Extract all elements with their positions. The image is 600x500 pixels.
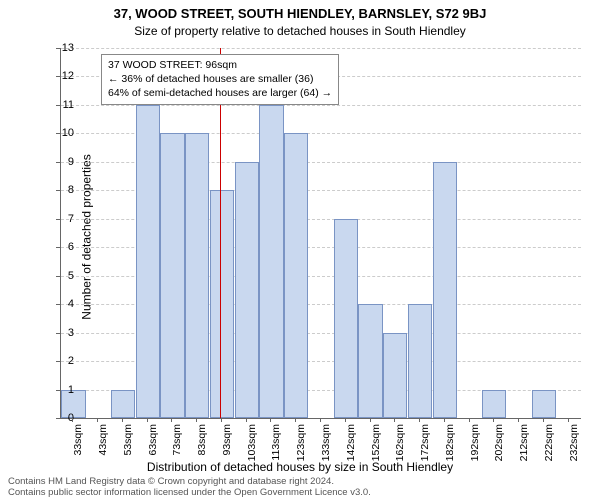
bar: [482, 390, 506, 418]
y-tick-mark: [56, 361, 60, 362]
y-tick-mark: [56, 190, 60, 191]
x-tick-label: 192sqm: [469, 424, 481, 474]
x-tick-label: 162sqm: [394, 424, 406, 474]
y-tick-mark: [56, 48, 60, 49]
info-line-1: 37 WOOD STREET: 96sqm: [108, 58, 332, 72]
x-tick-mark: [444, 418, 445, 422]
x-tick-label: 152sqm: [370, 424, 382, 474]
x-tick-label: 123sqm: [295, 424, 307, 474]
info-box: 37 WOOD STREET: 96sqm ← 36% of detached …: [101, 54, 339, 105]
x-tick-mark: [419, 418, 420, 422]
x-tick-label: 212sqm: [518, 424, 530, 474]
x-tick-label: 43sqm: [97, 424, 109, 474]
x-tick-label: 83sqm: [196, 424, 208, 474]
chart-plot-area: 37 WOOD STREET: 96sqm ← 36% of detached …: [60, 48, 581, 419]
bar: [160, 133, 184, 418]
x-tick-mark: [345, 418, 346, 422]
x-tick-mark: [246, 418, 247, 422]
x-tick-mark: [543, 418, 544, 422]
x-tick-mark: [568, 418, 569, 422]
bar: [235, 162, 259, 418]
y-tick-mark: [56, 418, 60, 419]
x-tick-mark: [196, 418, 197, 422]
title-main: 37, WOOD STREET, SOUTH HIENDLEY, BARNSLE…: [0, 6, 600, 21]
x-tick-label: 202sqm: [493, 424, 505, 474]
x-tick-label: 53sqm: [122, 424, 134, 474]
x-tick-label: 172sqm: [419, 424, 431, 474]
bar: [358, 304, 382, 418]
x-tick-label: 133sqm: [320, 424, 332, 474]
x-tick-mark: [122, 418, 123, 422]
x-tick-mark: [295, 418, 296, 422]
x-tick-label: 232sqm: [568, 424, 580, 474]
x-tick-label: 182sqm: [444, 424, 456, 474]
y-tick-mark: [56, 390, 60, 391]
x-tick-mark: [72, 418, 73, 422]
bar: [259, 105, 283, 418]
x-tick-mark: [370, 418, 371, 422]
y-tick-mark: [56, 276, 60, 277]
bar: [408, 304, 432, 418]
x-tick-label: 33sqm: [72, 424, 84, 474]
bar: [532, 390, 556, 418]
y-tick-mark: [56, 162, 60, 163]
x-tick-label: 93sqm: [221, 424, 233, 474]
bar: [185, 133, 209, 418]
y-tick-mark: [56, 333, 60, 334]
y-tick-mark: [56, 304, 60, 305]
x-tick-mark: [518, 418, 519, 422]
x-tick-mark: [493, 418, 494, 422]
x-tick-mark: [320, 418, 321, 422]
bar: [111, 390, 135, 418]
x-tick-label: 103sqm: [246, 424, 258, 474]
x-tick-label: 113sqm: [270, 424, 282, 474]
x-tick-label: 73sqm: [171, 424, 183, 474]
x-tick-label: 142sqm: [345, 424, 357, 474]
x-tick-mark: [171, 418, 172, 422]
info-line-3: 64% of semi-detached houses are larger (…: [108, 86, 332, 100]
x-tick-mark: [147, 418, 148, 422]
copyright-line-2: Contains public sector information licen…: [8, 488, 371, 498]
bar: [433, 162, 457, 418]
x-tick-label: 222sqm: [543, 424, 555, 474]
x-tick-mark: [221, 418, 222, 422]
x-tick-mark: [394, 418, 395, 422]
title-sub: Size of property relative to detached ho…: [0, 24, 600, 38]
info-line-2: ← 36% of detached houses are smaller (36…: [108, 72, 332, 86]
bar: [284, 133, 308, 418]
bar: [210, 190, 234, 418]
y-tick-mark: [56, 105, 60, 106]
grid-line: [61, 48, 581, 49]
y-tick-mark: [56, 247, 60, 248]
bar: [334, 219, 358, 418]
y-tick-mark: [56, 76, 60, 77]
bar: [136, 105, 160, 418]
bar: [383, 333, 407, 418]
copyright-text: Contains HM Land Registry data © Crown c…: [8, 477, 371, 498]
y-tick-mark: [56, 219, 60, 220]
copyright-line-1: Contains HM Land Registry data © Crown c…: [8, 477, 371, 487]
chart-container: 37, WOOD STREET, SOUTH HIENDLEY, BARNSLE…: [0, 0, 600, 500]
y-tick-mark: [56, 133, 60, 134]
x-tick-mark: [97, 418, 98, 422]
x-tick-mark: [270, 418, 271, 422]
x-tick-label: 63sqm: [147, 424, 159, 474]
x-tick-mark: [469, 418, 470, 422]
